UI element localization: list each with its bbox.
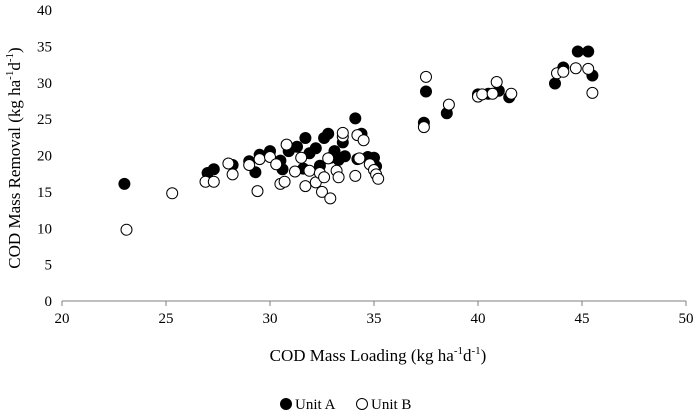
- data-point-unit-b: [251, 185, 264, 198]
- data-point-unit-b: [278, 175, 291, 188]
- data-point-unit-b: [476, 88, 489, 101]
- data-point-unit-b: [303, 164, 316, 177]
- y-tick-label: 20: [37, 149, 52, 165]
- x-axis-ticks: 20 25 30 35 40 45 50: [55, 301, 694, 327]
- data-point-unit-a: [582, 45, 595, 58]
- data-point-unit-b: [357, 134, 370, 147]
- legend-marker-unit-a: [280, 398, 292, 410]
- legend-label-unit-a: Unit A: [295, 397, 336, 413]
- data-point-unit-b: [349, 169, 362, 182]
- data-point-unit-a: [549, 77, 561, 90]
- data-point-unit-b: [486, 87, 499, 100]
- data-point-unit-b: [253, 153, 266, 166]
- data-point-unit-b: [582, 62, 595, 75]
- data-point-unit-a: [309, 142, 322, 155]
- data-point-unit-a: [291, 140, 303, 153]
- data-point-unit-a: [338, 150, 351, 163]
- data-point-unit-b: [222, 157, 235, 170]
- data-point-unit-b: [586, 86, 599, 99]
- x-tick-label: 45: [575, 311, 590, 327]
- legend-label-unit-b: Unit B: [371, 397, 411, 413]
- y-axis-label: COD Mass Removal (kg ha-1d-1): [4, 47, 24, 268]
- y-tick-label: 0: [45, 294, 53, 310]
- data-point-unit-b: [318, 171, 331, 184]
- x-tick-label: 20: [55, 311, 70, 327]
- x-tick-label: 40: [471, 311, 486, 327]
- data-point-unit-a: [118, 177, 131, 190]
- data-point-unit-b: [505, 87, 518, 100]
- y-tick-label: 5: [45, 258, 53, 274]
- x-tick-label: 35: [367, 311, 382, 327]
- data-point-unit-b: [316, 185, 328, 198]
- data-point-unit-b: [270, 158, 283, 171]
- y-axis-ticks: 0 5 10 15 20 25 30 35 40: [37, 3, 52, 310]
- x-tick-label: 25: [159, 311, 174, 327]
- data-point-unit-b: [166, 187, 179, 200]
- y-tick-label: 25: [37, 112, 52, 128]
- axes: 20 25 30 35 40 45 50 0 5 10 15 20 25 30 35 40: [37, 3, 694, 327]
- data-point-unit-b: [442, 98, 455, 111]
- x-axis-label: COD Mass Loading (kg ha-1d-1): [270, 345, 487, 365]
- data-point-unit-b: [289, 165, 301, 178]
- data-point-unit-b: [120, 223, 133, 236]
- data-point-unit-b: [569, 62, 582, 75]
- data-point-unit-a: [299, 132, 312, 144]
- data-point-unit-a: [322, 127, 335, 140]
- y-tick-label: 40: [37, 3, 52, 19]
- data-point-unit-b: [324, 192, 337, 205]
- data-point-unit-a: [207, 163, 220, 176]
- data-point-unit-b: [336, 126, 349, 139]
- series-unit-b: [120, 62, 599, 236]
- data-point-unit-b: [299, 180, 312, 193]
- series-unit-a: [118, 45, 599, 190]
- data-point-unit-b: [280, 138, 293, 151]
- data-point-unit-b: [207, 175, 220, 188]
- data-point-unit-b: [226, 168, 239, 181]
- data-point-unit-b: [420, 70, 432, 83]
- y-tick-label: 30: [37, 76, 52, 92]
- data-point-unit-b: [417, 121, 430, 134]
- data-point-unit-b: [322, 152, 335, 165]
- data-point-unit-a: [349, 112, 362, 125]
- x-tick-label: 30: [263, 311, 278, 327]
- data-point-unit-b: [353, 152, 366, 165]
- data-point-unit-a: [571, 45, 584, 58]
- data-point-unit-a: [420, 85, 432, 98]
- data-point-unit-b: [243, 159, 256, 171]
- legend: Unit A Unit B: [280, 397, 411, 413]
- x-tick-label: 50: [679, 311, 694, 327]
- y-tick-label: 15: [37, 185, 52, 201]
- data-point-unit-b: [332, 171, 345, 184]
- y-tick-label: 10: [37, 221, 52, 237]
- data-point-unit-b: [295, 151, 308, 164]
- data-point-unit-b: [490, 76, 503, 88]
- y-tick-label: 35: [37, 39, 52, 55]
- data-point-unit-b: [372, 172, 385, 185]
- data-point-unit-b: [557, 65, 570, 78]
- legend-marker-unit-b: [356, 398, 368, 410]
